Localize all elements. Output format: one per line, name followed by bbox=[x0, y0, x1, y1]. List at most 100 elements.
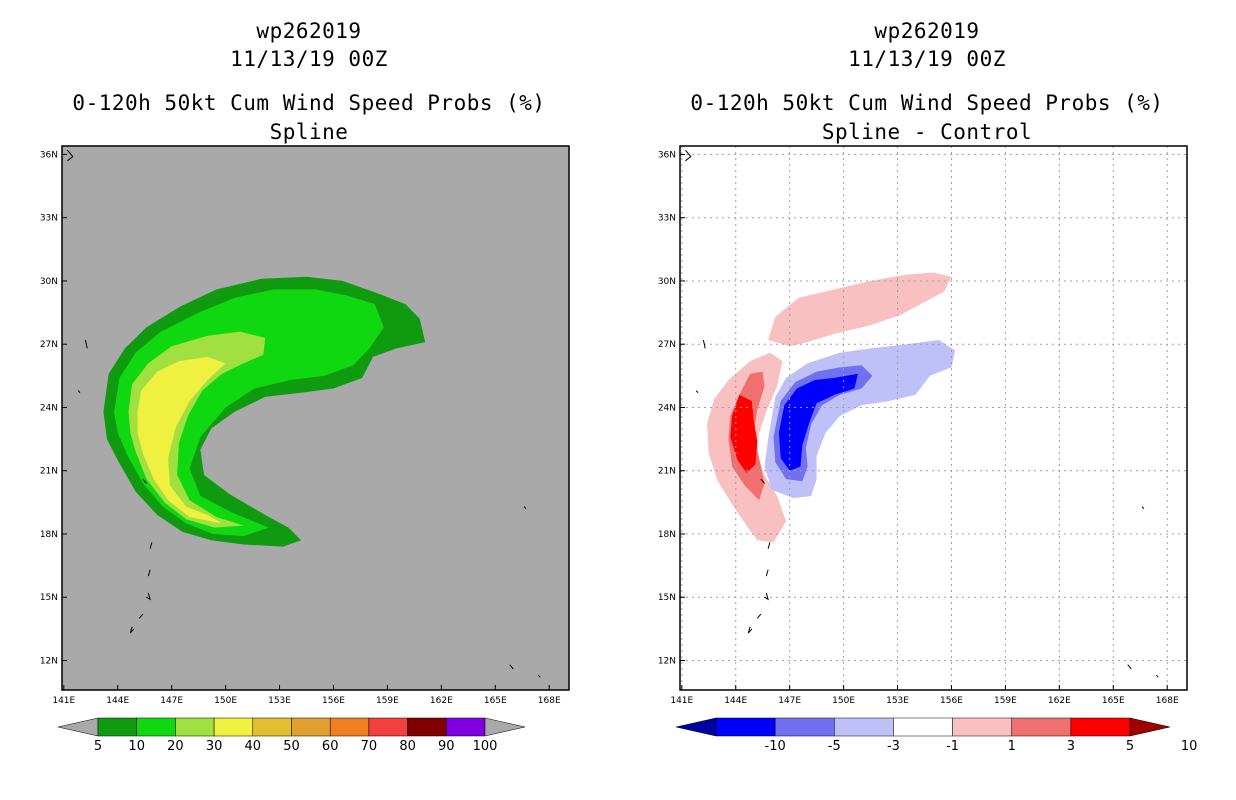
right-title-product: 0-120h 50kt Cum Wind Speed Probs (%) bbox=[690, 91, 1164, 115]
right-colorbar-label-1: -5 bbox=[828, 739, 841, 754]
left-coastline-3 bbox=[142, 478, 147, 484]
left-title-method: Spline bbox=[269, 120, 349, 144]
right-colorbar-label-0: -10 bbox=[765, 739, 786, 754]
left-xtick-label-0: 141E bbox=[52, 696, 75, 706]
left-ytick-label-3: 27N bbox=[40, 340, 58, 350]
right-ytick-label-6: 18N bbox=[658, 530, 676, 540]
left-contour-layer bbox=[103, 276, 426, 547]
right-contour-layer bbox=[707, 272, 956, 543]
left-colorbar-label-5: 50 bbox=[283, 739, 300, 754]
left-xtick-label-5: 156E bbox=[322, 696, 345, 706]
left-colorbar-box-5 bbox=[291, 717, 331, 737]
right-xtick-label-7: 162E bbox=[1048, 696, 1071, 706]
right-coastline-2 bbox=[695, 390, 699, 394]
left-xtick-label-3: 150E bbox=[214, 696, 237, 706]
right-coastline-8 bbox=[747, 626, 753, 634]
left-coastline-4 bbox=[149, 542, 153, 549]
left-colorbar-label-3: 30 bbox=[206, 739, 223, 754]
right-ytick-label-4: 24N bbox=[658, 403, 676, 413]
left-coastline-5 bbox=[147, 569, 151, 577]
left-contour-3 bbox=[137, 356, 226, 524]
right-colorbar-box-3 bbox=[893, 717, 953, 737]
right-coastline-7 bbox=[756, 613, 762, 619]
right-coastline-0 bbox=[685, 149, 692, 162]
left-colorbar-label-2: 20 bbox=[167, 739, 184, 754]
right-ytick-label-8: 12N bbox=[658, 656, 676, 666]
left-ytick-label-6: 18N bbox=[40, 530, 58, 540]
right-plot-frame bbox=[679, 145, 1188, 691]
right-contour-3 bbox=[730, 394, 758, 473]
right-colorbar-label-3: -1 bbox=[946, 739, 959, 754]
left-coastline-6 bbox=[146, 592, 151, 601]
left-probability-map: 141E 144E 147E 150E 153E 156E 159E 162E 165E 168E… bbox=[40, 145, 570, 754]
left-ytick-label-4: 24N bbox=[40, 403, 58, 413]
left-coastline-10 bbox=[509, 664, 514, 670]
left-coastline-9 bbox=[523, 506, 527, 510]
left-chart-panel: wp262019 11/13/19 00Z 0-120h 50kt Cum Wi… bbox=[40, 19, 570, 754]
right-xtick-label-0: 141E bbox=[670, 696, 693, 706]
left-colorbar-label-1: 10 bbox=[128, 739, 145, 754]
right-colorbar-label-6: 5 bbox=[1126, 739, 1134, 754]
left-ytick-label-0: 36N bbox=[40, 150, 58, 160]
left-xtick-label-9: 168E bbox=[538, 696, 561, 706]
right-colorbar-box-5 bbox=[1011, 717, 1072, 737]
right-coastline-5 bbox=[765, 569, 769, 577]
right-ytick-label-5: 21N bbox=[658, 467, 676, 477]
right-plot-background bbox=[680, 146, 1187, 690]
right-colorbar-over bbox=[1129, 717, 1171, 737]
left-colorbar-box-1 bbox=[136, 717, 176, 737]
right-ytick-label-2: 30N bbox=[658, 277, 676, 287]
left-coastline-11 bbox=[538, 674, 541, 678]
left-xtick-label-7: 162E bbox=[430, 696, 453, 706]
left-colorbar-label-0: 5 bbox=[94, 739, 102, 754]
right-ytick-label-3: 27N bbox=[658, 340, 676, 350]
left-title-datetime: 11/13/19 00Z bbox=[230, 47, 388, 71]
left-colorbar-label-7: 70 bbox=[361, 739, 378, 754]
right-colorbar-under bbox=[675, 717, 717, 737]
right-difference-map: 141E 144E 147E 150E 153E 156E 159E 162E 165E 168E… bbox=[658, 145, 1198, 754]
left-colorbar-box-2 bbox=[175, 717, 215, 737]
left-colorbar-over bbox=[484, 717, 526, 737]
right-title-datetime: 11/13/19 00Z bbox=[848, 47, 1006, 71]
left-colorbar-label-4: 40 bbox=[245, 739, 262, 754]
right-coastline-10 bbox=[1127, 664, 1132, 670]
left-ytick-label-1: 33N bbox=[40, 214, 58, 224]
right-colorbar-box-0 bbox=[715, 717, 776, 737]
left-coastline-7 bbox=[138, 613, 144, 619]
right-xtick-label-5: 156E bbox=[940, 696, 963, 706]
left-colorbar-box-7 bbox=[368, 717, 408, 737]
left-title-product: 0-120h 50kt Cum Wind Speed Probs (%) bbox=[72, 91, 546, 115]
right-colorbar-box-2 bbox=[834, 717, 894, 737]
left-colorbar-box-4 bbox=[252, 717, 292, 737]
right-title-storm-id: wp262019 bbox=[874, 19, 980, 43]
right-coastline-6 bbox=[764, 592, 769, 601]
left-xtick-label-2: 147E bbox=[160, 696, 183, 706]
right-xtick-label-6: 159E bbox=[994, 696, 1017, 706]
left-xtick-label-8: 165E bbox=[484, 696, 507, 706]
left-colorbar-box-0 bbox=[97, 717, 137, 737]
left-coastline-1 bbox=[84, 339, 88, 349]
right-colorbar-label-7: 10 bbox=[1181, 739, 1198, 754]
left-ytick-label-2: 30N bbox=[40, 277, 58, 287]
right-colorbar-label-5: 3 bbox=[1067, 739, 1075, 754]
right-colorbar-label-2: -3 bbox=[887, 739, 900, 754]
left-title-storm-id: wp262019 bbox=[256, 19, 362, 43]
right-title-method: Spline - Control bbox=[821, 120, 1033, 144]
left-xtick-label-1: 144E bbox=[106, 696, 129, 706]
right-colorbar-box-4 bbox=[952, 717, 1012, 737]
right-xtick-label-8: 165E bbox=[1102, 696, 1125, 706]
right-xtick-label-4: 153E bbox=[886, 696, 909, 706]
left-colorbar-label-6: 60 bbox=[322, 739, 339, 754]
left-colorbar-box-8 bbox=[407, 717, 447, 737]
right-chart-panel: wp262019 11/13/19 00Z 0-120h 50kt Cum Wi… bbox=[618, 0, 1236, 800]
left-ytick-label-7: 15N bbox=[40, 593, 58, 603]
left-xtick-label-6: 159E bbox=[376, 696, 399, 706]
right-coastline-3 bbox=[760, 478, 765, 484]
left-coastline-0 bbox=[67, 149, 74, 162]
left-colorbar-label-10: 100 bbox=[473, 739, 498, 754]
right-ytick-label-1: 33N bbox=[658, 214, 676, 224]
right-contour-6 bbox=[778, 373, 858, 471]
left-coastline-2 bbox=[77, 390, 81, 394]
right-contour-0 bbox=[768, 272, 952, 347]
left-colorbar-box-3 bbox=[213, 717, 254, 737]
